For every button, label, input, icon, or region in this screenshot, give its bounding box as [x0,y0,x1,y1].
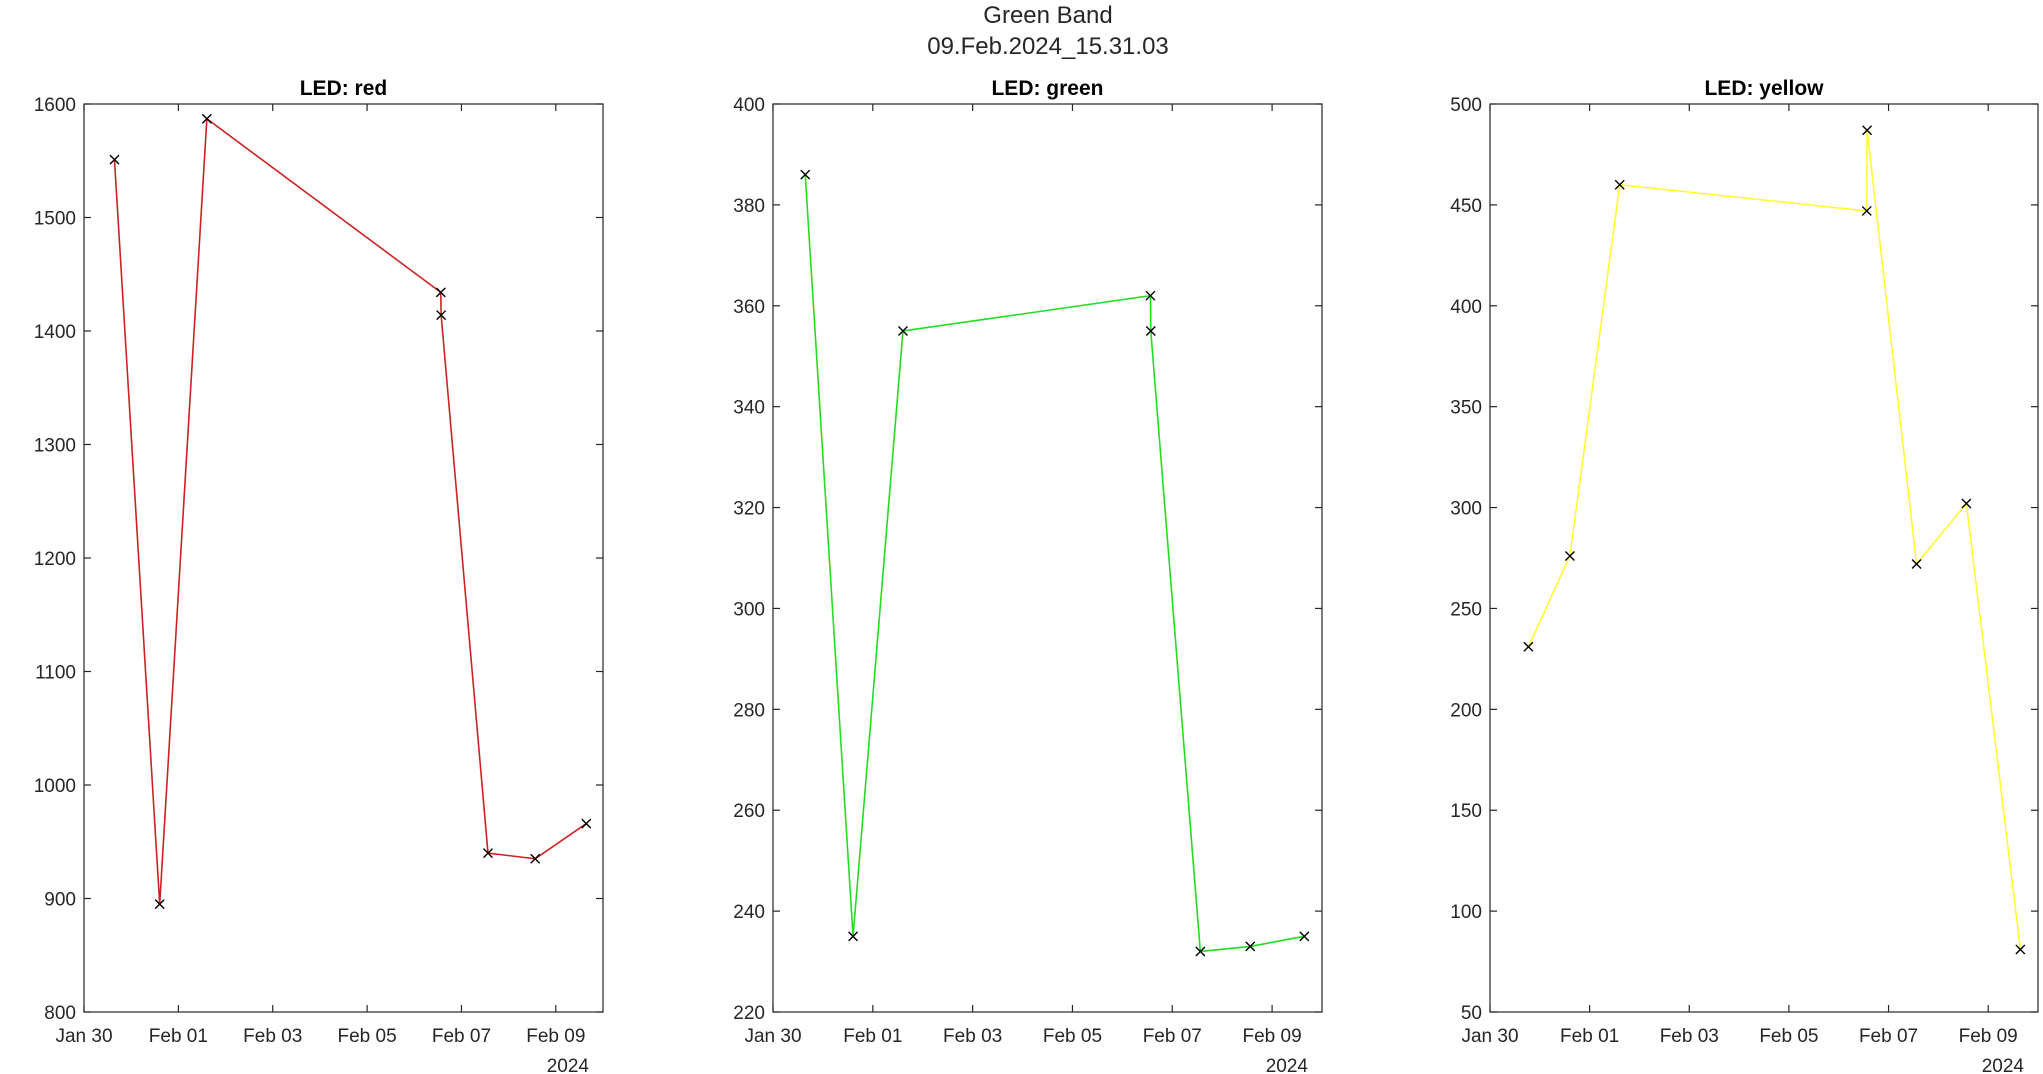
series-line [1527,130,2022,950]
y-tick-label: 1500 [34,209,76,230]
figure-title: Green Band [983,2,1112,29]
subplot-group: LED: red 800 900 1000 1100 1200 1300 1400 1500 16… [34,77,2039,1074]
x-tick-label: Jan 30 [55,1026,112,1047]
x-tick-label: Feb 07 [432,1026,491,1047]
y-tick-label: 1400 [34,322,76,343]
x-tick-label: Feb 03 [943,1026,1002,1047]
x-tick-label: Feb 01 [149,1026,208,1047]
y-tick-label: 1600 [34,95,76,116]
y-tick-label: 1200 [34,549,76,570]
data-point-marker [581,818,592,829]
subplot-3: LED: yellow 50 100 150 200 250 300 350 400 450 500… [1450,77,2039,1074]
x-tick-label: Feb 07 [1143,1026,1202,1047]
x-tick-label: Feb 05 [1759,1026,1818,1047]
x-tick-label: Feb 05 [1043,1026,1102,1047]
data-point-marker [530,853,541,864]
axes-title: LED: red [300,77,388,100]
data-point-marker [1861,205,1872,216]
x-year-label: 2024 [1982,1056,2025,1074]
y-tick-label: 400 [733,95,765,116]
axes-title: LED: yellow [1704,77,1824,100]
y-tick-label: 450 [1450,196,1482,217]
x-tick-label: Feb 09 [526,1026,585,1047]
axes-frame [1489,103,2039,1013]
y-tick-label: 380 [733,196,765,217]
x-tick-label: Feb 07 [1859,1026,1918,1047]
x-year-label: 2024 [1266,1056,1309,1074]
x-tick-label: Jan 30 [744,1026,801,1047]
data-point-marker [1862,125,1873,136]
y-tick-label: 300 [733,599,765,620]
axes-frame [772,103,1323,1013]
y-tick-label: 100 [1450,902,1482,923]
data-point-marker [1564,550,1575,561]
x-tick-label: Feb 01 [843,1026,902,1047]
data-point-marker [2015,944,2026,955]
data-point-marker [800,169,811,180]
series-line [804,174,1305,953]
y-tick-label: 260 [733,801,765,822]
data-point-marker [482,848,493,859]
x-tick-label: Feb 03 [1660,1026,1719,1047]
y-tick-label: 50 [1461,1003,1482,1024]
data-point-marker [1245,941,1256,952]
y-tick-label: 500 [1450,95,1482,116]
y-tick-label: 240 [733,902,765,923]
x-tick-label: Jan 30 [1461,1026,1518,1047]
data-point-marker [435,287,446,298]
x-year-label: 2024 [547,1056,590,1074]
y-tick-label: 800 [44,1003,76,1024]
y-tick-label: 280 [733,700,765,721]
series-line [113,117,587,905]
subplot-1: LED: red 800 900 1000 1100 1200 1300 1400 1500 16… [34,77,604,1074]
y-tick-label: 360 [733,297,765,318]
data-point-marker [1195,946,1206,957]
data-point-marker [897,326,908,336]
y-tick-label: 220 [733,1003,765,1024]
y-tick-label: 1100 [35,663,76,684]
figure-subtitle: 09.Feb.2024_15.31.03 [927,33,1169,60]
x-tick-label: Feb 01 [1560,1026,1619,1047]
y-tick-label: 150 [1450,801,1482,822]
data-point-marker [109,154,120,165]
data-point-marker [436,310,447,321]
data-point-marker [154,899,165,910]
y-tick-label: 200 [1450,700,1482,721]
x-tick-label: Feb 09 [1243,1026,1302,1047]
data-point-marker [1614,179,1625,190]
x-tick-label: Feb 03 [243,1026,302,1047]
y-tick-label: 1000 [34,776,76,797]
data-point-marker [1145,326,1156,336]
subplot-2: LED: green 220 240 260 280 300 320 340 360 380 400… [733,77,1323,1074]
data-point-marker [201,113,212,124]
y-tick-label: 1300 [34,436,76,457]
data-point-marker [1523,641,1534,652]
data-point-marker [1299,931,1310,942]
y-tick-label: 250 [1450,599,1482,620]
x-tick-label: Feb 05 [338,1026,397,1047]
data-point-marker [1911,559,1922,570]
data-point-marker [1145,290,1156,301]
y-tick-label: 400 [1450,297,1482,318]
y-tick-label: 350 [1450,398,1482,419]
data-point-marker [1961,498,1972,509]
y-tick-label: 340 [733,398,765,419]
data-point-marker [848,931,859,942]
y-tick-label: 900 [44,890,76,911]
axes-title: LED: green [991,77,1103,100]
x-tick-label: Feb 09 [1959,1026,2018,1047]
y-tick-label: 300 [1450,499,1482,520]
y-tick-label: 320 [733,499,765,520]
